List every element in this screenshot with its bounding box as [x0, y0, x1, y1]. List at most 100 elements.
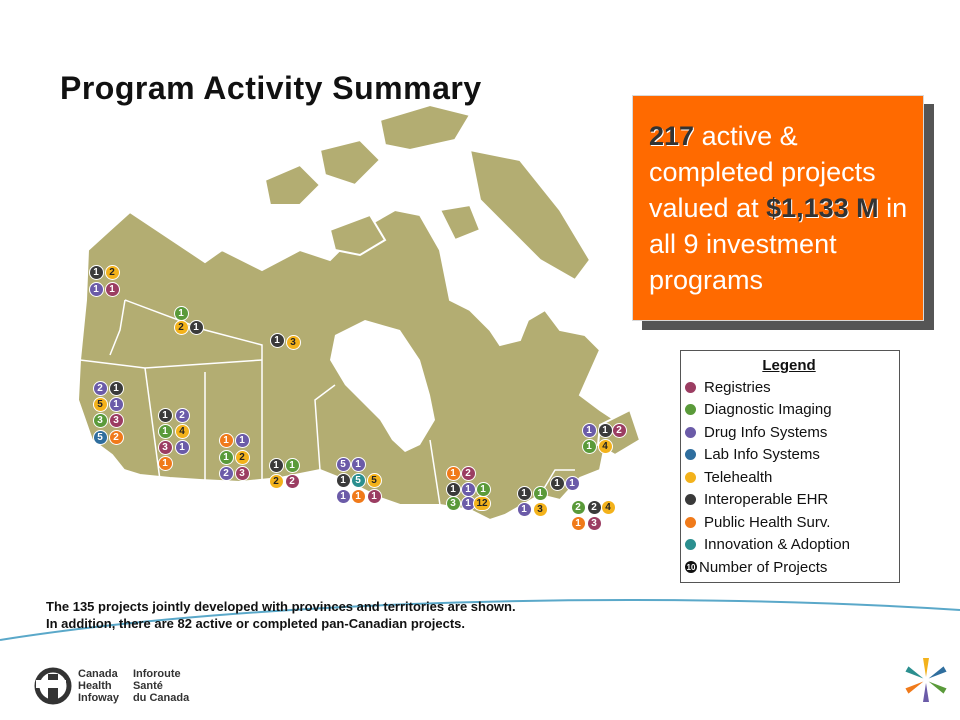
project-count-bubble: 1 [158, 456, 172, 470]
project-count-bubble: 12 [474, 496, 490, 510]
project-count-bubble: 2 [269, 474, 283, 488]
arctic-island [328, 213, 387, 257]
project-count-bubble: 3 [446, 496, 460, 510]
project-count-bubble: 2 [219, 466, 233, 480]
project-count-bubble: 5 [93, 397, 107, 411]
legend-dot-icon [685, 516, 696, 528]
number-symbol-icon: 10 [685, 561, 697, 574]
legend-label: Drug Info Systems [704, 423, 828, 441]
project-count-bubble: 1 [571, 516, 585, 530]
legend-number-label: Number of Projects [699, 558, 828, 576]
project-count-bubble: 1 [336, 489, 350, 503]
project-count-bubble: 1 [550, 476, 564, 490]
project-count-bubble: 3 [533, 502, 547, 516]
project-count-bubble: 1 [517, 502, 531, 516]
project-count-bubble: 2 [174, 320, 188, 334]
project-count-bubble: 1 [285, 458, 299, 472]
project-count-bubble: 2 [235, 450, 249, 464]
legend-dot-icon [685, 381, 696, 393]
project-count-bubble: 2 [105, 265, 119, 279]
total-value: $1,133 M [766, 193, 879, 223]
project-count-bubble: 3 [158, 440, 172, 454]
project-count-bubble: 1 [517, 486, 531, 500]
arctic-island [318, 138, 382, 187]
project-count-bubble: 2 [587, 500, 601, 514]
legend-items: Registries Diagnostic Imaging Drug Info Sy… [685, 376, 893, 556]
project-count-bubble: 4 [601, 500, 615, 514]
project-count-bubble: 1 [582, 439, 596, 453]
project-count-bubble: 1 [351, 457, 365, 471]
logo-line: Health [78, 680, 112, 692]
logo-line: Santé [132, 680, 163, 692]
hudson-bay [330, 320, 435, 452]
project-count-bubble: 5 [367, 473, 381, 487]
project-count-bubble: 1 [351, 489, 365, 503]
project-count-bubble: 1 [109, 381, 123, 395]
project-count-bubble: 1 [446, 482, 460, 496]
logo-text-french: Inforoute Santé du Canada [133, 668, 189, 704]
project-count-bubble: 1 [89, 282, 103, 296]
project-count-bubble: 1 [174, 306, 188, 320]
project-count-bubble: 2 [109, 430, 123, 444]
arctic-island [378, 103, 472, 152]
legend-item: Registries [685, 376, 893, 399]
star-logo-icon [905, 658, 947, 702]
logo-line: du Canada [132, 692, 190, 704]
legend-item: Diagnostic Imaging [685, 399, 893, 422]
legend-label: Telehealth [704, 468, 773, 486]
swoosh-line [0, 599, 960, 641]
project-count-bubble: 2 [571, 500, 585, 514]
logo-line: Infoway [78, 692, 119, 704]
footnote: The 135 projects jointly developed with … [46, 598, 516, 632]
legend-item: Innovation & Adoption [685, 534, 893, 557]
legend-number-item: 10 Number of Projects [685, 556, 893, 579]
legend-item: Public Health Surv. [685, 511, 893, 534]
project-count-bubble: 1 [109, 397, 123, 411]
legend-label: Innovation & Adoption [704, 536, 850, 554]
project-count-bubble: 4 [175, 424, 189, 438]
project-count-bubble: 1 [367, 489, 381, 503]
project-count-bubble: 1 [158, 408, 172, 422]
project-count: 217 [649, 121, 695, 151]
project-count-bubble: 2 [461, 466, 475, 480]
arctic-island [468, 148, 592, 282]
project-count-bubble: 3 [93, 413, 107, 427]
project-count-bubble: 1 [270, 333, 284, 347]
project-count-bubble: 1 [565, 476, 579, 490]
callout-text-1: active & completed projects valued at [649, 121, 876, 223]
legend-label: Interoperable EHR [704, 491, 829, 509]
legend-label: Lab Info Systems [704, 446, 820, 464]
project-count-bubble: 2 [612, 423, 626, 437]
legend-label: Diagnostic Imaging [704, 401, 832, 419]
logo-text-english: Canada Health Infoway [78, 668, 119, 704]
infoway-logo: Canada Health Infoway Inforoute Santé du… [34, 666, 189, 706]
project-count-bubble: 1 [476, 482, 490, 496]
project-count-bubble: 3 [235, 466, 249, 480]
province-borders [79, 299, 575, 506]
legend-dot-icon [685, 471, 696, 483]
project-count-bubble: 2 [93, 381, 107, 395]
legend-item: Telehealth [685, 466, 893, 489]
project-count-bubble: 3 [286, 335, 300, 349]
project-count-bubble: 1 [533, 486, 547, 500]
legend-label: Public Health Surv. [704, 513, 831, 531]
page-title: Program Activity Summary [60, 70, 482, 106]
legend-dot-icon [685, 426, 696, 438]
project-count-bubble: 2 [175, 408, 189, 422]
callout-text-2: in all 9 investment programs [649, 193, 908, 295]
legend-label: Registries [704, 378, 771, 396]
project-count-bubble: 4 [598, 439, 612, 453]
project-count-bubble: 5 [93, 430, 107, 444]
project-count-bubble: 1 [235, 433, 249, 447]
footnote-line-2: In addition, there are 82 active or comp… [46, 616, 465, 631]
logo-line: Inforoute [132, 668, 181, 680]
legend-dot-icon [685, 404, 696, 416]
project-count-bubble: 1 [89, 265, 103, 279]
legend-item: Drug Info Systems [685, 421, 893, 444]
project-count-bubble: 1 [219, 450, 233, 464]
legend-item: Lab Info Systems [685, 444, 893, 467]
project-count-bubble: 5 [351, 473, 365, 487]
legend-item: Interoperable EHR [685, 489, 893, 512]
project-count-bubble: 1 [461, 496, 475, 510]
